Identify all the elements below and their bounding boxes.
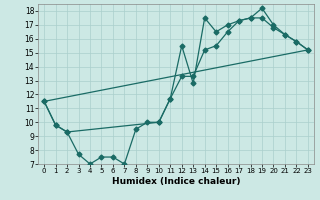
X-axis label: Humidex (Indice chaleur): Humidex (Indice chaleur)	[112, 177, 240, 186]
